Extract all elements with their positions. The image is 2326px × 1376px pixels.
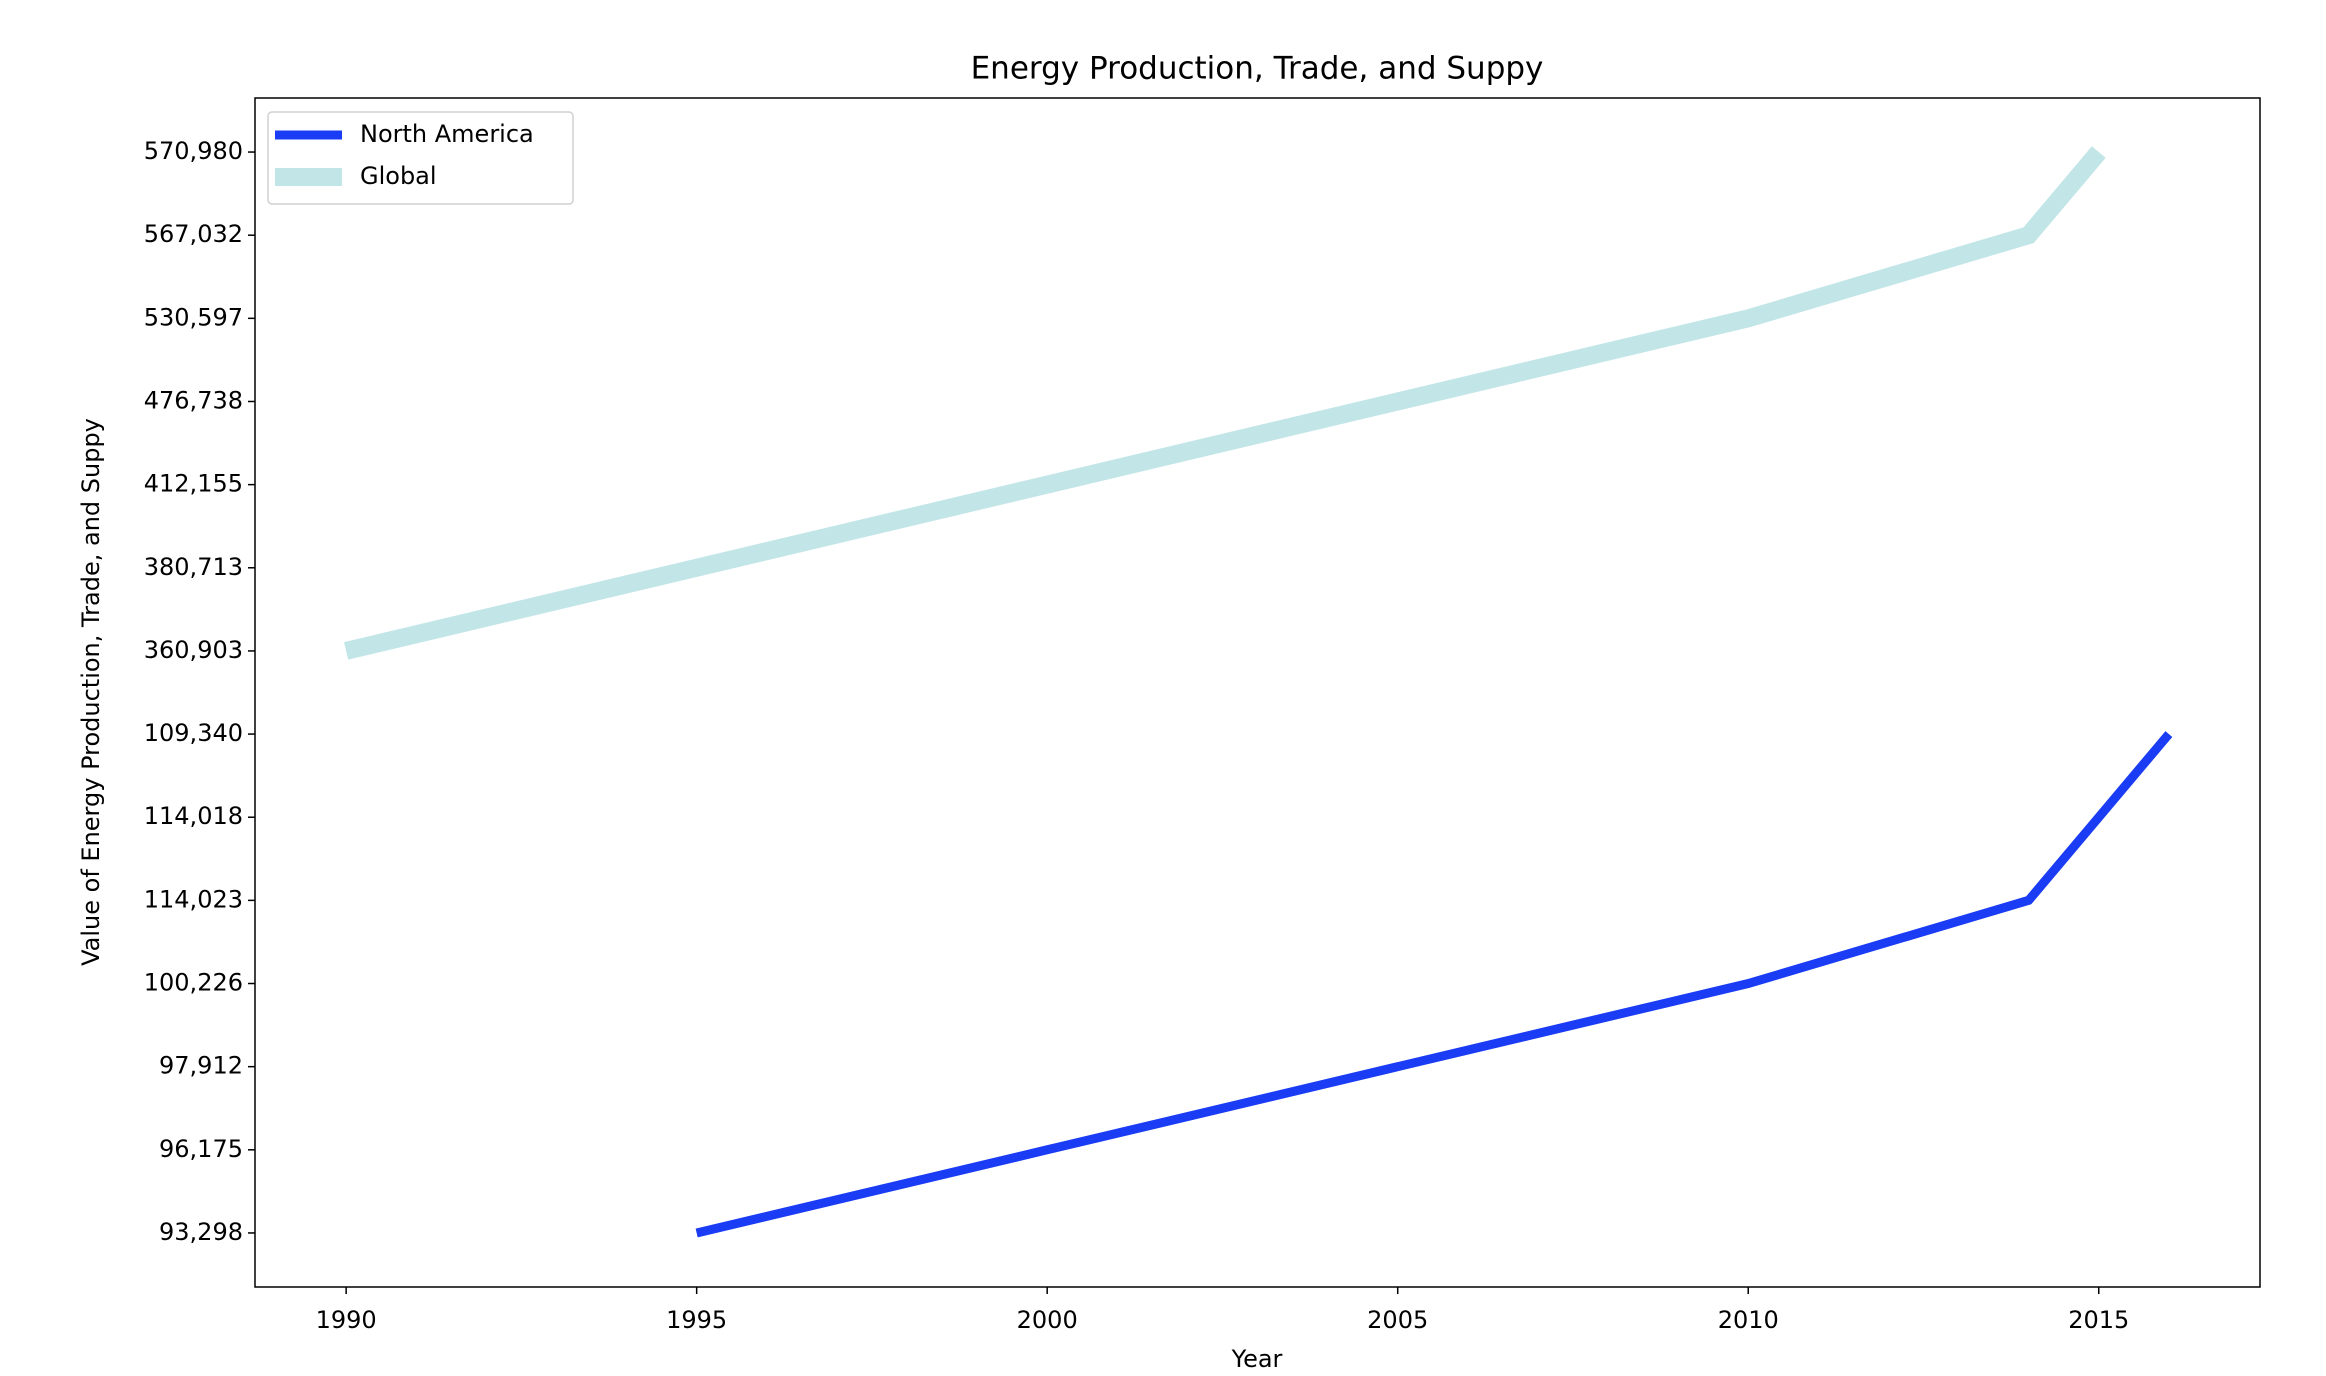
x-tick-label: 2000 [1017, 1306, 1078, 1334]
plot-frame [254, 97, 2261, 1288]
y-tick-label: 97,912 [159, 1052, 243, 1080]
y-tick-label: 570,980 [144, 137, 243, 165]
y-tick-label: 412,155 [144, 470, 243, 498]
x-tick-label: 1990 [316, 1306, 377, 1334]
x-tick-label: 2015 [2068, 1306, 2129, 1334]
y-tick-label: 96,175 [159, 1135, 243, 1163]
series-line [344, 146, 2106, 660]
y-tick-label: 476,738 [144, 386, 243, 414]
y-tick-label: 93,298 [159, 1218, 243, 1246]
y-tick-label: 530,597 [144, 303, 243, 331]
legend-label: Global [360, 162, 437, 190]
y-tick-label: 114,023 [144, 885, 243, 913]
y-tick-label: 114,018 [144, 802, 243, 830]
series-line [695, 731, 2173, 1238]
y-tick-label: 380,713 [144, 553, 243, 581]
y-tick-label: 360,903 [144, 636, 243, 664]
y-tick-label: 567,032 [144, 220, 243, 248]
y-tick-label: 100,226 [144, 969, 243, 997]
y-axis-label: Value of Energy Production, Trade, and S… [77, 418, 105, 966]
y-tick-label: 109,340 [144, 719, 243, 747]
chart-title: Energy Production, Trade, and Suppy [971, 51, 1544, 87]
legend-box [267, 111, 574, 205]
x-tick-label: 2010 [1718, 1306, 1779, 1334]
x-axis-label: Year [1231, 1345, 1283, 1373]
legend-label: North America [360, 120, 534, 148]
x-tick-label: 1995 [666, 1306, 727, 1334]
x-tick-label: 2005 [1367, 1306, 1428, 1334]
